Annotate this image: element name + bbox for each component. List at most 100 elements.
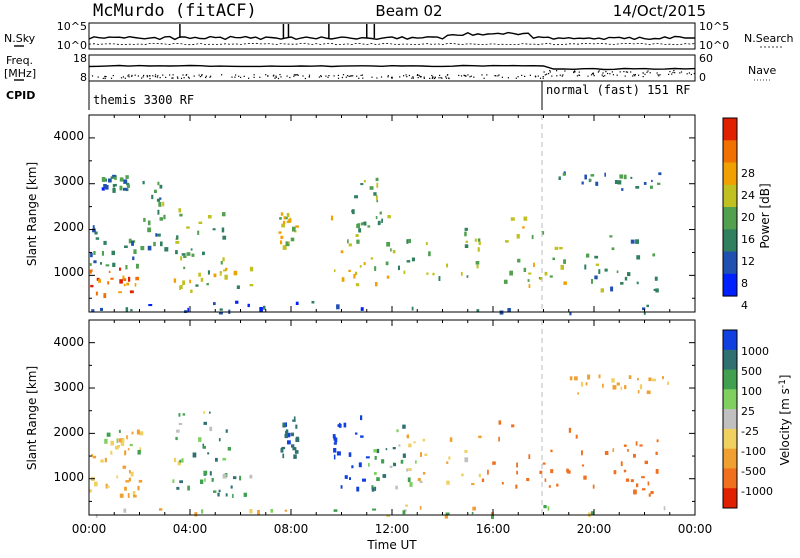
data-cell (179, 480, 183, 484)
data-cell (405, 504, 408, 507)
data-cell (574, 376, 578, 381)
x-tick-1200: 12:00 (375, 522, 410, 536)
colorbar-cell (723, 162, 737, 186)
data-cell (516, 462, 518, 468)
data-cell (183, 255, 187, 258)
nave-dot (605, 71, 607, 73)
velocity-colorbar-frame (722, 329, 738, 509)
data-cell (592, 484, 595, 489)
data-cell (464, 244, 469, 248)
data-cell (126, 182, 130, 185)
data-cell (403, 270, 406, 275)
data-cell (159, 197, 162, 200)
data-cell (491, 514, 494, 519)
data-cell (333, 509, 338, 512)
velocity-cb-tick-neg1000: -1000 (741, 485, 773, 498)
data-cell (641, 476, 645, 479)
nave-dot (612, 74, 614, 76)
nave-dot (659, 74, 661, 76)
nave-dot (152, 75, 154, 77)
nave-dot (272, 75, 274, 77)
data-cell (585, 382, 588, 386)
data-cell (181, 458, 184, 463)
nave-dot (177, 77, 179, 79)
data-cell (189, 279, 192, 284)
data-cell (101, 177, 106, 182)
nave-dot (198, 74, 200, 76)
data-cell (636, 281, 639, 285)
data-cell (197, 230, 200, 235)
nave-dot (669, 71, 671, 73)
data-cell (235, 300, 239, 304)
nave-dot (304, 77, 306, 80)
velocity-y-tick-2000: 2000 (53, 425, 84, 439)
data-cell (110, 176, 115, 179)
data-cell (422, 438, 425, 442)
data-cell (543, 505, 547, 509)
nave-dot (238, 75, 240, 77)
nave-dot (348, 75, 350, 77)
data-cell (284, 509, 288, 512)
data-cell (336, 451, 341, 456)
nave-dot (524, 75, 526, 77)
nave-dot (120, 77, 123, 79)
data-cell (124, 486, 127, 491)
data-cell (132, 491, 136, 496)
data-cell (122, 187, 127, 191)
nave-dot (673, 70, 675, 72)
nave-dot (320, 75, 322, 77)
data-cell (92, 455, 97, 459)
data-cell (156, 198, 161, 202)
data-cell (292, 226, 296, 232)
data-cell (544, 271, 548, 276)
nave-dot (549, 70, 551, 72)
power-cb-tick-28: 28 (741, 167, 755, 180)
data-cell (249, 284, 254, 287)
data-cell (129, 290, 134, 294)
nave-dot (630, 71, 632, 73)
data-cell (153, 241, 156, 247)
nave-dot (406, 76, 408, 78)
data-cell (390, 248, 392, 252)
beam-label: Beam 02 (375, 2, 442, 20)
data-cell (104, 438, 108, 444)
nave-dot (186, 74, 188, 76)
data-cell (376, 477, 380, 481)
nave-dot (399, 76, 401, 78)
data-cell (646, 390, 651, 395)
colorbar-cell (723, 184, 737, 208)
data-cell (362, 478, 366, 482)
data-cell (198, 437, 202, 442)
data-cell (552, 257, 556, 261)
data-cell (91, 454, 93, 457)
data-cell (598, 374, 601, 379)
data-cell (230, 485, 233, 489)
data-cell (200, 277, 204, 282)
nave-dot (349, 75, 352, 77)
data-cell (340, 250, 344, 254)
data-cell (183, 266, 186, 270)
data-cell (114, 183, 117, 187)
data-cell (365, 456, 370, 459)
data-cell (334, 269, 336, 273)
data-cell (187, 307, 189, 312)
data-cell (127, 448, 130, 451)
data-cell (583, 475, 587, 480)
cpid-panel: CPID themis 3300 RF normal (fast) 151 RF (6, 81, 691, 110)
data-cell (387, 215, 391, 219)
data-cell (211, 478, 214, 482)
nave-dot (688, 72, 690, 74)
data-cell (286, 213, 290, 218)
data-cell (360, 222, 364, 226)
data-cell (516, 470, 518, 475)
data-cell (643, 311, 646, 315)
nave-label: Nave (748, 64, 776, 77)
nave-dot (131, 74, 133, 77)
data-cell (282, 220, 286, 225)
nave-dot (592, 72, 594, 74)
nave-dot (182, 74, 184, 76)
data-cell (125, 265, 128, 270)
data-cell (135, 276, 139, 281)
nave-dot (131, 75, 133, 77)
data-cell (125, 175, 129, 179)
